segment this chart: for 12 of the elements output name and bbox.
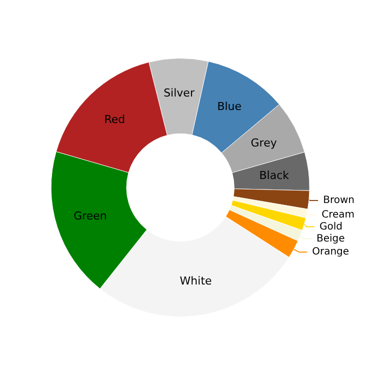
slice-label: White xyxy=(180,274,212,288)
slice-label: Blue xyxy=(217,100,242,114)
slice-label: Gold xyxy=(319,221,342,232)
slice-label: Brown xyxy=(323,195,355,206)
slice-label: Red xyxy=(104,112,126,126)
slice-label: Green xyxy=(74,210,107,223)
slice-label: Silver xyxy=(164,86,195,100)
slice-label: Cream xyxy=(322,209,354,220)
slice-label: Orange xyxy=(312,246,350,258)
slice-label: Grey xyxy=(250,136,278,150)
slice-label: Black xyxy=(259,169,290,182)
slice-label: Beige xyxy=(316,233,345,244)
